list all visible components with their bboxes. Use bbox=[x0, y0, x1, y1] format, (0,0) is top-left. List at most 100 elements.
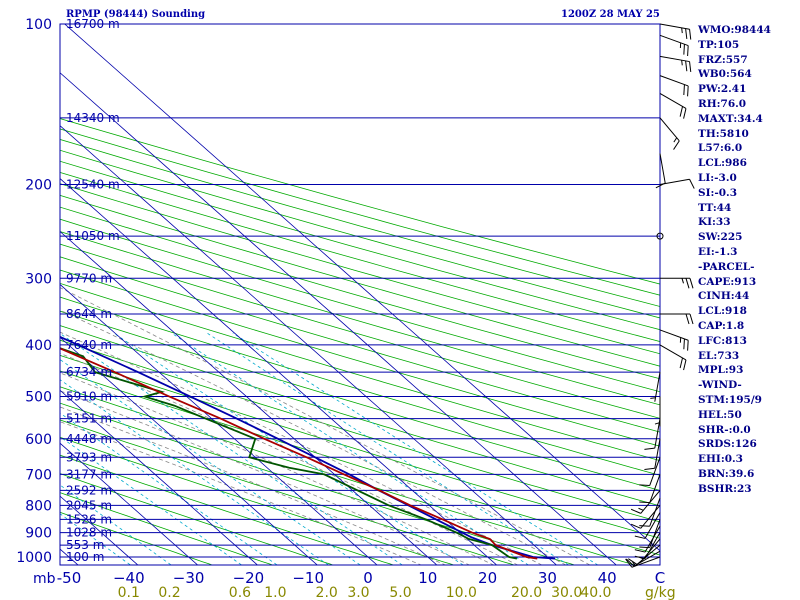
barb-flag bbox=[639, 484, 650, 486]
mixing-ratio-label: 10.0 bbox=[446, 585, 477, 600]
index-item: LI:-3.0 bbox=[698, 171, 737, 184]
barb-flag bbox=[685, 313, 690, 325]
index-item: MAXT:34.4 bbox=[698, 112, 763, 125]
mixing-ratio-label: 0.2 bbox=[158, 585, 180, 600]
barb-staff bbox=[659, 153, 666, 184]
pressure-tick-label: 900 bbox=[25, 526, 52, 542]
wind-barb bbox=[659, 23, 692, 40]
pressure-tick-label: 400 bbox=[25, 338, 52, 354]
barb-staff bbox=[654, 418, 661, 449]
height-label: 100 m bbox=[66, 550, 104, 564]
wind-barb bbox=[659, 55, 692, 72]
temperature-tick-label: -50 bbox=[57, 569, 82, 587]
index-item: MPL:93 bbox=[698, 364, 744, 377]
wind-barb bbox=[659, 34, 689, 57]
dry-adiabat bbox=[60, 269, 660, 447]
barb-flag bbox=[689, 313, 694, 325]
dry-adiabat bbox=[60, 354, 660, 539]
barb-half-flag bbox=[681, 27, 683, 34]
index-item: SW:225 bbox=[698, 231, 743, 244]
barb-staff bbox=[654, 438, 661, 469]
wind-barb bbox=[650, 372, 661, 402]
temperature-tick-label: −40 bbox=[113, 569, 145, 587]
index-item: TH:5810 bbox=[698, 127, 749, 140]
dry-adiabat bbox=[60, 231, 660, 406]
isotherm bbox=[60, 72, 617, 565]
barb-staff bbox=[654, 372, 661, 402]
pressure-tick-label: 100 bbox=[25, 17, 52, 33]
barb-staff bbox=[659, 23, 690, 30]
barb-half-flag bbox=[673, 137, 678, 143]
barb-half-flag bbox=[650, 397, 656, 399]
height-label: 6734 m bbox=[66, 365, 112, 379]
mixing-ratio-label: 1.0 bbox=[264, 585, 286, 600]
dry-adiabat bbox=[60, 128, 660, 296]
dry-adiabat bbox=[60, 492, 274, 565]
index-item: STM:195/9 bbox=[698, 393, 762, 406]
temperature-tick-label: 0 bbox=[363, 569, 373, 587]
sounding-profiles bbox=[60, 335, 556, 560]
barb-flag bbox=[683, 108, 687, 119]
barb-flag bbox=[679, 106, 684, 117]
barb-flag bbox=[639, 546, 650, 549]
wind-barb bbox=[659, 329, 689, 351]
wind-barb bbox=[659, 344, 687, 371]
barb-flag bbox=[644, 447, 655, 450]
height-label: 553 m bbox=[66, 538, 104, 552]
mixing-ratio-unit: g/kg bbox=[645, 585, 676, 600]
celsius-label: C bbox=[655, 569, 665, 587]
isotherm bbox=[60, 125, 558, 565]
barb-flag bbox=[673, 140, 680, 150]
moist-adiabat bbox=[60, 390, 471, 565]
wind-barb bbox=[654, 396, 661, 427]
barb-staff bbox=[644, 532, 661, 559]
index-item: CAP:1.8 bbox=[698, 319, 745, 332]
dry-adiabat bbox=[60, 218, 660, 393]
pressure-tick-label: 200 bbox=[25, 177, 52, 193]
height-label: 3177 m bbox=[66, 467, 112, 481]
index-item: EHI:0.3 bbox=[698, 453, 743, 466]
wind-barb bbox=[644, 418, 661, 450]
mixing-ratio-line bbox=[60, 513, 132, 565]
dry-adiabat bbox=[60, 339, 660, 523]
mixing-ratio-label: 5.0 bbox=[389, 585, 411, 600]
dry-adiabat bbox=[60, 171, 660, 342]
barb-flag bbox=[687, 340, 689, 351]
barb-flag bbox=[685, 60, 688, 72]
dry-adiabat bbox=[60, 160, 660, 331]
dry-adiabat bbox=[60, 256, 660, 433]
index-item: CAPE:913 bbox=[698, 275, 757, 288]
temperature-tick-label: −20 bbox=[233, 569, 265, 587]
barb-half-flag bbox=[654, 422, 661, 425]
mixing-ratio-label: 2.0 bbox=[316, 585, 338, 600]
temperature-tick-label: 30 bbox=[538, 569, 557, 587]
barb-staff bbox=[640, 505, 661, 529]
barb-flag bbox=[689, 179, 695, 189]
grid-lines bbox=[60, 24, 660, 565]
indices-list: WMO:98444 TP:105 FRZ:557 WB0:564 PW:2.41 RH:7… bbox=[698, 23, 771, 497]
calm-circle bbox=[656, 232, 664, 240]
barb-staff bbox=[659, 329, 689, 341]
height-label: 4448 m bbox=[66, 432, 112, 446]
moist-adiabat bbox=[60, 352, 519, 565]
barb-staff bbox=[649, 474, 661, 503]
index-item: LCL:986 bbox=[698, 157, 747, 170]
wind-barb bbox=[659, 117, 680, 150]
dry-adiabat bbox=[60, 183, 660, 355]
barb-flag bbox=[634, 549, 646, 553]
barb-flag bbox=[683, 338, 685, 350]
wind-barb bbox=[630, 505, 661, 529]
pressure-tick-label: 500 bbox=[25, 390, 52, 406]
dry-adiabat bbox=[60, 325, 660, 507]
isotherm bbox=[60, 389, 259, 565]
temperature-tick-label: 40 bbox=[598, 569, 617, 587]
temperature-tick-label: 20 bbox=[478, 569, 497, 587]
barb-staff bbox=[659, 344, 687, 361]
wind-barb bbox=[634, 532, 661, 560]
dry-adiabat bbox=[60, 194, 660, 367]
barb-flag bbox=[639, 525, 650, 527]
index-item: WB0:564 bbox=[698, 68, 752, 81]
dry-adiabat bbox=[60, 206, 660, 380]
moist-adiabat bbox=[60, 287, 591, 565]
isotherm bbox=[60, 230, 438, 565]
